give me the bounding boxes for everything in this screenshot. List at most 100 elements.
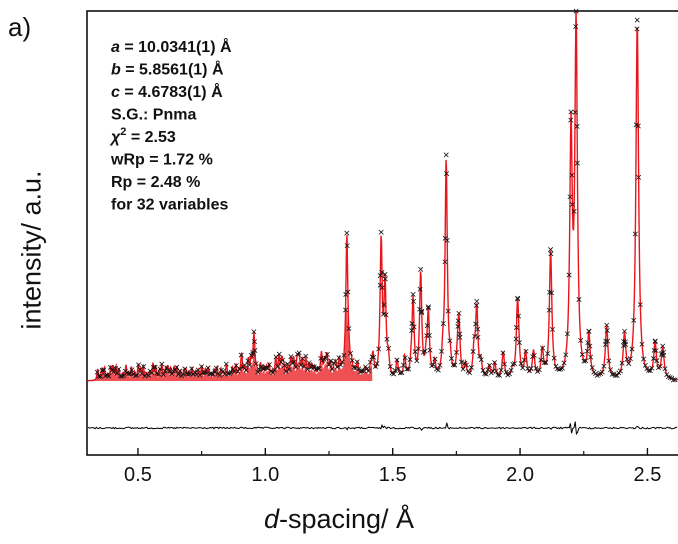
observed-point bbox=[432, 356, 438, 362]
observed-point bbox=[238, 352, 244, 358]
observed-point bbox=[376, 346, 382, 352]
observed-point bbox=[531, 352, 537, 358]
observed-point bbox=[382, 276, 388, 282]
observed-point bbox=[637, 302, 643, 308]
observed-point bbox=[564, 331, 570, 337]
observed-point bbox=[237, 366, 243, 372]
observed-point bbox=[98, 374, 103, 379]
observed-point bbox=[543, 360, 549, 365]
observed-point bbox=[116, 366, 122, 372]
observed-point bbox=[576, 297, 582, 302]
observed-point bbox=[303, 353, 309, 359]
observed-point bbox=[407, 357, 413, 362]
x-tick-label: 0.5 bbox=[124, 464, 152, 486]
observed-point bbox=[574, 123, 580, 129]
observed-point bbox=[414, 358, 420, 364]
observed-point bbox=[515, 295, 520, 301]
observed-point bbox=[369, 354, 375, 360]
observed-point bbox=[204, 370, 209, 376]
observed-point bbox=[426, 332, 432, 338]
observed-point bbox=[228, 369, 234, 375]
observed-point bbox=[521, 357, 527, 363]
observed-point bbox=[401, 362, 406, 368]
observed-point bbox=[391, 371, 397, 377]
observed-point bbox=[197, 372, 203, 378]
observed-point bbox=[470, 349, 476, 354]
observed-point bbox=[516, 340, 522, 346]
observed-point bbox=[111, 369, 117, 375]
observed-point bbox=[572, 109, 578, 115]
observed-point bbox=[348, 350, 353, 356]
observed-point bbox=[443, 152, 449, 158]
observed-point bbox=[455, 318, 461, 324]
observed-point bbox=[546, 307, 552, 313]
observed-point bbox=[323, 355, 329, 361]
difference-curve bbox=[87, 421, 678, 436]
plot-frame bbox=[86, 10, 678, 456]
observed-point bbox=[475, 334, 481, 340]
observed-point bbox=[460, 366, 466, 372]
observed-point bbox=[151, 364, 156, 370]
observed-point bbox=[156, 371, 161, 377]
observed-point bbox=[456, 310, 462, 316]
observed-point bbox=[474, 298, 480, 304]
observed-point bbox=[260, 366, 266, 372]
x-tick-label: 2.0 bbox=[506, 464, 534, 486]
observed-point bbox=[444, 171, 450, 177]
observed-point bbox=[538, 357, 544, 363]
x-axis-label-symbol: d bbox=[263, 504, 279, 534]
observed-point bbox=[487, 362, 493, 368]
observed-point bbox=[374, 361, 380, 367]
observed-point bbox=[399, 370, 405, 376]
observed-point bbox=[101, 367, 107, 373]
observed-point bbox=[568, 109, 574, 115]
x-tick-label: 1.5 bbox=[379, 464, 407, 486]
observed-point bbox=[467, 370, 473, 376]
observed-point bbox=[96, 373, 102, 379]
observed-point bbox=[354, 359, 360, 365]
observed-point bbox=[551, 355, 557, 361]
observed-point bbox=[425, 304, 431, 310]
observed-point bbox=[361, 368, 367, 374]
observed-point bbox=[379, 269, 385, 275]
observed-point bbox=[556, 366, 562, 372]
observed-point bbox=[210, 371, 216, 377]
observed-point bbox=[409, 328, 415, 333]
observed-point bbox=[134, 372, 140, 378]
observed-point bbox=[425, 305, 431, 311]
observed-point bbox=[579, 352, 585, 357]
observed-point bbox=[410, 291, 416, 297]
observed-point bbox=[141, 364, 147, 370]
observed-point bbox=[662, 366, 668, 372]
observed-point bbox=[411, 298, 416, 304]
observed-point bbox=[647, 368, 653, 374]
observed-point bbox=[205, 365, 211, 371]
observed-point bbox=[563, 352, 569, 358]
observed-point bbox=[252, 348, 258, 353]
observed-point bbox=[654, 358, 660, 364]
observed-point bbox=[129, 367, 135, 373]
observed-point bbox=[338, 362, 344, 368]
observed-point bbox=[192, 369, 198, 375]
observed-point bbox=[172, 367, 178, 373]
observed-point bbox=[185, 371, 191, 377]
observed-point bbox=[182, 366, 188, 372]
observed-point bbox=[286, 367, 292, 373]
observed-point bbox=[508, 367, 514, 373]
observed-point bbox=[478, 357, 484, 363]
observed-point bbox=[442, 259, 448, 265]
observed-point bbox=[634, 17, 640, 23]
observed-point bbox=[223, 361, 229, 367]
observed-point bbox=[242, 362, 248, 368]
observed-point bbox=[417, 306, 423, 312]
observed-point bbox=[613, 373, 618, 378]
observed-point bbox=[157, 366, 163, 372]
observed-point bbox=[152, 364, 158, 370]
observed-point bbox=[632, 231, 638, 237]
observed-point bbox=[473, 303, 479, 308]
observed-point bbox=[520, 365, 526, 371]
observed-point bbox=[126, 371, 132, 377]
observed-point bbox=[455, 323, 461, 329]
fit-annotation: S.G.: Pnma bbox=[111, 107, 196, 124]
observed-point bbox=[626, 361, 632, 367]
